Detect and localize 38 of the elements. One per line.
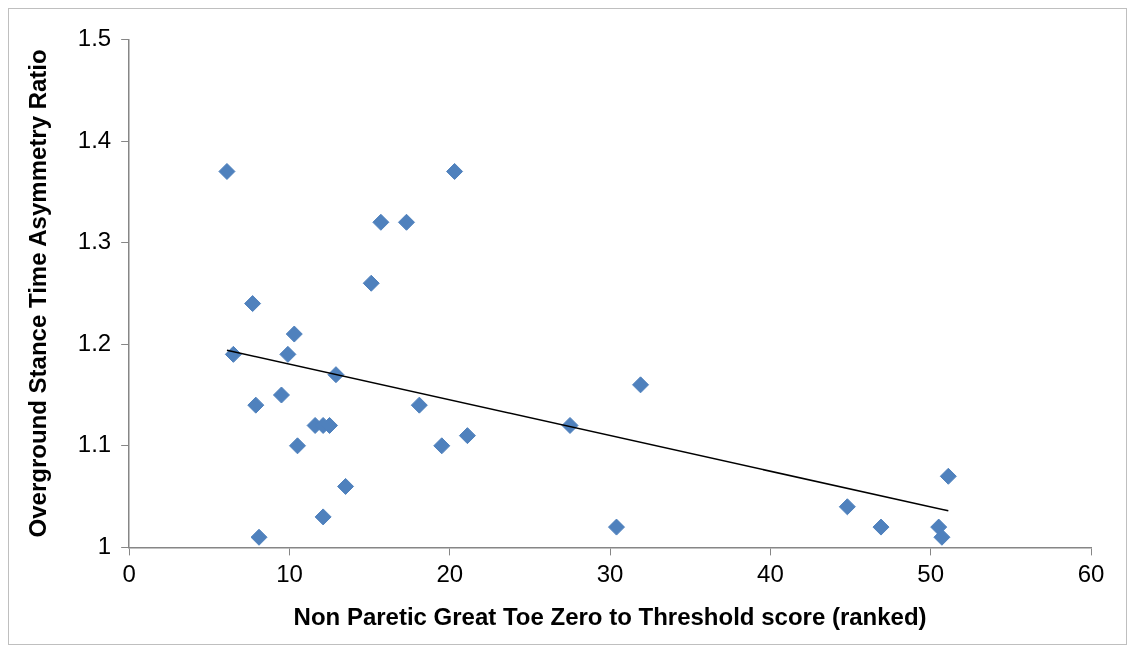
point [397, 213, 415, 231]
point [285, 325, 303, 343]
point [838, 498, 856, 516]
y-tick-label: 1.5 [77, 24, 112, 52]
y-tick-label: 1.4 [77, 125, 112, 153]
point [372, 213, 390, 231]
y-tick-label: 1.1 [77, 430, 112, 458]
x-tick-label: 30 [596, 560, 624, 588]
point [446, 162, 464, 180]
point [410, 396, 428, 414]
point [458, 427, 476, 445]
point [872, 518, 890, 536]
point [607, 518, 625, 536]
point [218, 162, 236, 180]
point [433, 437, 451, 455]
point [247, 396, 265, 414]
y-tick-label: 1.3 [77, 227, 112, 255]
y-tick-label: 1.2 [77, 328, 112, 356]
x-tick-label: 20 [436, 560, 464, 588]
x-axis-title: Non Paretic Great Toe Zero to Threshold score (ranked) [293, 603, 927, 631]
y-axis-title: Overground Stance Time Asymmetry Ratio [24, 49, 52, 538]
point [939, 467, 957, 485]
point [337, 477, 355, 495]
x-tick-label: 10 [276, 560, 303, 588]
x-tick-label: 60 [1077, 560, 1105, 588]
point [632, 376, 650, 394]
point [933, 528, 951, 546]
point [279, 345, 297, 363]
x-tick-label: 40 [757, 560, 784, 588]
point [250, 528, 268, 546]
x-tick-label: 50 [917, 560, 945, 588]
y-tick-label: 1 [97, 532, 112, 560]
point [362, 274, 380, 292]
point [272, 386, 290, 404]
point [288, 437, 306, 455]
x-tick-label: 0 [122, 560, 136, 588]
point [244, 295, 262, 313]
point [314, 508, 332, 526]
